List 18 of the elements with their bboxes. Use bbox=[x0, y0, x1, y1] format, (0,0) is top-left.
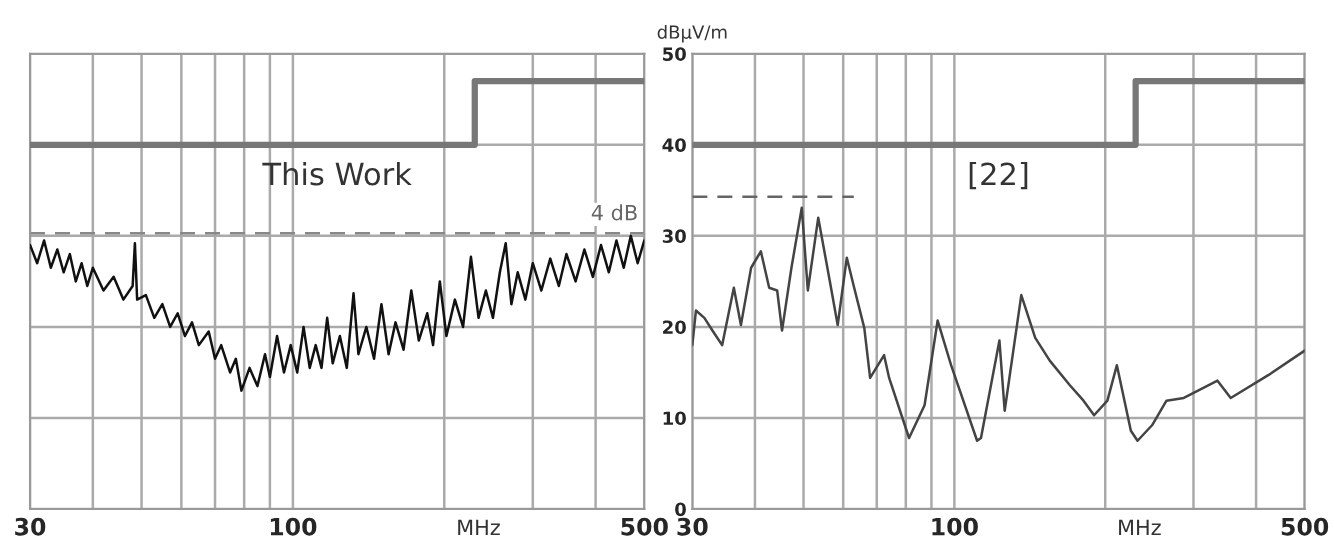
y-tick-label: 20 bbox=[663, 320, 686, 335]
y-tick-label: 10 bbox=[663, 411, 686, 426]
x-tick-label: 30 bbox=[15, 517, 46, 536]
x-tick-label: 500 bbox=[621, 517, 668, 536]
x-tick-label: 100 bbox=[270, 517, 317, 536]
y-tick-label: 30 bbox=[662, 229, 686, 243]
text: This Work bbox=[262, 161, 412, 186]
x-tick-label: 30 bbox=[677, 517, 708, 536]
x-axis-title: MHz bbox=[458, 519, 500, 535]
x-tick-label: 500 bbox=[1281, 517, 1329, 536]
annotation: 4 dB bbox=[591, 204, 637, 221]
y-tick-label: 50 bbox=[663, 47, 686, 61]
y-tick-label: 40 bbox=[662, 138, 686, 152]
y-tick-label: 0 bbox=[675, 502, 686, 517]
text: [22] bbox=[969, 161, 1028, 190]
x-tick-label: 100 bbox=[932, 517, 978, 536]
x-axis-title: MHz bbox=[1119, 519, 1161, 535]
y-axis-title: dBµV/m bbox=[657, 24, 727, 43]
